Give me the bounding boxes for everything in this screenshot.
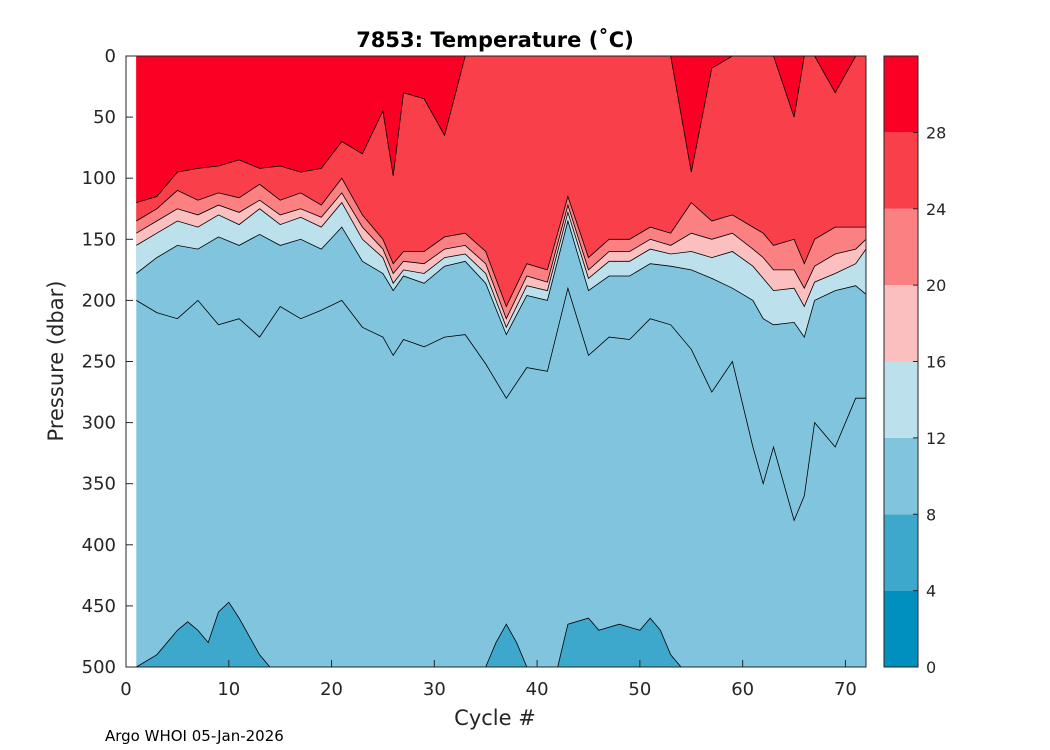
isotherm-10-line <box>136 286 866 522</box>
colorbar-swatch <box>884 590 918 667</box>
colorbar-tick-label: 16 <box>926 353 946 372</box>
x-tick-label: 70 <box>834 679 857 700</box>
y-axis-label: Pressure (dbar) <box>44 281 68 442</box>
band-4-8-patch-1 <box>134 601 271 668</box>
colorbar-tick-label: 28 <box>926 123 946 142</box>
band-24-28-line <box>136 177 866 308</box>
y-tick-label: 0 <box>105 46 116 67</box>
colorbar-swatch <box>884 285 918 362</box>
colorbar-swatch <box>884 514 918 591</box>
y-tick-label: 400 <box>82 535 116 556</box>
colorbar-tick-label: 4 <box>926 582 936 601</box>
y-tick-label: 150 <box>82 229 116 250</box>
y-tick-label: 450 <box>82 596 116 617</box>
band-28-32 <box>136 56 867 203</box>
x-tick-label: 20 <box>320 679 343 700</box>
colorbar: 0 4 8 12 16 20 24 28 <box>883 55 946 677</box>
colorbar-tick-label: 12 <box>926 429 946 448</box>
colorbar-tick-label: 24 <box>926 200 946 219</box>
y-tick-label: 50 <box>93 107 116 128</box>
axes: 0 10 20 30 40 50 60 70 0 50 100 150 200 250 300 350 400 4… <box>82 46 867 700</box>
band-4-8-patch-3 <box>557 617 682 668</box>
colorbar-swatch <box>884 437 918 515</box>
x-tick-label: 10 <box>217 679 240 700</box>
colorbar-swatch <box>884 208 918 286</box>
y-tick-label: 350 <box>82 474 116 495</box>
colorbar-swatch <box>884 56 918 133</box>
plot-area <box>126 55 867 668</box>
colorbar-tick-label: 8 <box>926 505 936 524</box>
y-tick-label: 500 <box>82 657 116 678</box>
colorbar-swatch <box>884 361 918 438</box>
band-20-24-line <box>136 192 867 320</box>
chart-title: 7853: Temperature (˚C) <box>356 28 634 52</box>
footer-credit: Argo WHOI 05-Jan-2026 <box>105 727 284 745</box>
band-16-20-line <box>136 201 867 329</box>
x-tick-label: 0 <box>120 679 131 700</box>
x-tick-label: 50 <box>628 679 651 700</box>
y-tick-label: 100 <box>82 168 116 189</box>
colorbar-tick-label: 20 <box>926 276 946 295</box>
y-tick-label: 300 <box>82 413 116 434</box>
y-tick-label: 250 <box>82 352 116 373</box>
x-axis-label: Cycle # <box>454 706 536 730</box>
x-tick-label: 40 <box>526 679 549 700</box>
x-tick-label: 60 <box>731 679 754 700</box>
band-12-16-line <box>136 219 867 339</box>
y-tick-label: 200 <box>82 290 116 311</box>
colorbar-swatch <box>884 132 918 209</box>
colorbar-tick-label: 0 <box>926 658 936 677</box>
x-tick-label: 30 <box>423 679 446 700</box>
